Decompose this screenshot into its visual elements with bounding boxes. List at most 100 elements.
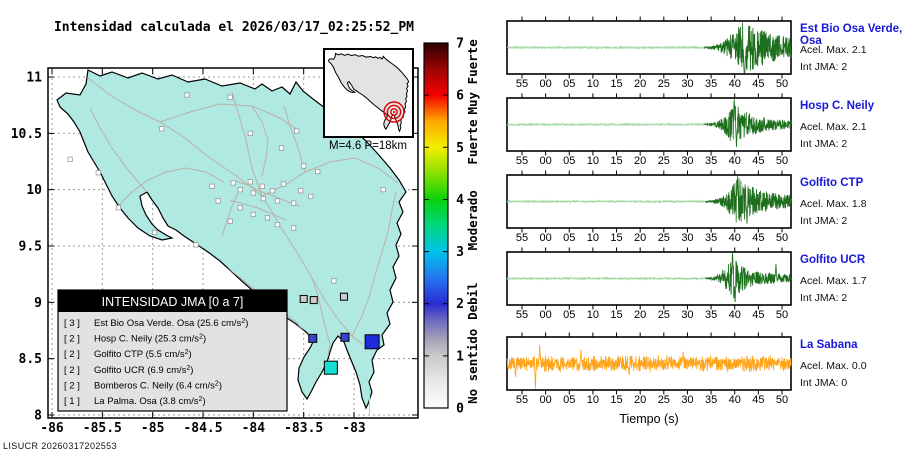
time-axis-label: Tiempo (s) [619,412,679,426]
station-int-jma: Int JMA: 2 [800,61,848,73]
station-acel-max: Acel. Max. 1.8 [800,198,867,210]
seismogram-time-tick: 55 [515,309,529,321]
seismogram-time-tick: 50 [775,232,789,244]
station-marker [291,200,297,206]
waveform-trace [705,176,792,224]
seismogram-time-tick: 35 [704,232,718,244]
seismogram-time-tick: 50 [775,78,789,90]
seismogram-time-tick: 05 [563,155,576,167]
colorbar-category: Fuerte [465,119,480,165]
seismogram-time-tick: 15 [610,155,623,167]
seismogram-time-tick: 40 [728,155,741,167]
seismogram-time-tick: 25 [657,309,670,321]
x-tick-label: -83 [342,421,365,436]
seismogram-time-tick: 45 [752,394,765,406]
triggered-station-square [364,334,380,350]
station-marker [227,94,233,100]
seismogram-time-tick: 20 [634,232,647,244]
station-name: La Sabana [800,339,858,351]
seismogram-time-tick: 35 [704,309,718,321]
seismogram-time-tick: 30 [681,309,694,321]
seismogram-time-tick: 10 [586,309,600,321]
epicenter-icon [383,101,405,123]
seismogram-time-tick: 10 [586,394,600,406]
x-tick-label: -84.5 [183,421,222,436]
x-tick-label: -83.5 [284,421,323,436]
legend-title: INTENSIDAD JMA [0 a 7] [102,295,244,309]
seismogram-time-tick: 25 [657,232,670,244]
seismogram-3 [506,170,792,233]
legend-item: [ 2 ] Golfito UCR (6.9 cm/s2) [64,365,193,376]
seismogram-time-tick: 20 [634,78,647,90]
y-tick-label: 8 [34,409,42,424]
intensity-map: -86 -85.5 -85 -84.5 -84 -83.5 -8388.599.51010.… [11,36,480,436]
station-name: Golfito UCR [800,254,866,266]
triggered-station-square [340,332,350,342]
seismogram-time-tick: 45 [752,309,765,321]
station-acel-max: Acel. Max. 2.1 [800,44,867,56]
waveform-trace [705,253,792,303]
seismogram-time-tick: 30 [681,394,694,406]
station-acel-max: Acel. Max. 1.7 [800,275,867,287]
waveform-quiet [506,122,705,127]
seismogram-time-tick: 45 [752,155,765,167]
station-marker [250,211,256,218]
colorbar-number: 7 [456,36,464,51]
y-tick-label: 10.5 [11,127,42,142]
station-marker [291,225,297,231]
seismogram-time-tick: 55 [515,78,529,90]
station-marker [209,183,215,189]
seismogram-time-tick: 05 [563,232,576,244]
triggered-station-square [299,294,308,303]
station-marker [301,163,307,169]
seismogram-time-tick: 55 [515,232,529,244]
station-marker [152,229,158,236]
y-tick-label: 8.5 [19,352,42,367]
colorbar-number: 2 [456,297,464,312]
seismogram-1 [506,16,792,79]
y-tick-label: 9.5 [19,239,42,254]
seismogram-time-tick: 30 [681,78,694,90]
inset-caption: M=4.6 P=18km [329,140,407,152]
seismogram-time-tick: 05 [563,394,576,406]
station-marker [274,221,281,228]
seismogram-time-tick: 40 [728,394,741,406]
seismogram-time-tick: 20 [634,155,647,167]
waveform-quiet [506,45,705,50]
station-marker [315,169,321,175]
colorbar-category: No sentido [465,329,480,404]
triggered-station-square [308,333,318,343]
station-marker [274,198,281,204]
seismogram-time-tick: 55 [515,155,529,167]
station-marker [247,130,253,136]
seismogram-time-tick: 00 [539,232,552,244]
seismogram-time-tick: 25 [657,155,670,167]
colorbar-number: 5 [456,141,464,156]
station-marker [380,187,386,193]
station-marker [247,179,253,185]
station-marker [331,278,337,284]
colorbar-number: 6 [456,89,464,104]
seismogram-time-tick: 35 [704,78,718,90]
seismogram-time-tick: 10 [586,232,600,244]
legend-item: [ 2 ] Golfito CTP (5.5 cm/s2) [64,349,192,360]
seismogram-time-tick: 40 [728,78,741,90]
waveform-trace [704,99,792,148]
x-tick-label: -85.5 [83,421,122,436]
colorbar-number: 0 [456,402,464,417]
seismogram-time-tick: 20 [634,394,647,406]
y-tick-label: 11 [26,70,42,85]
waveform-trace [704,22,792,74]
station-marker [308,193,314,200]
station-marker [269,188,276,194]
legend-item: [ 2 ] Hosp C. Neily (25.3 cm/s2) [64,334,206,345]
costa-rica-landmass [56,69,407,410]
colorbar-category-labels: Muy Fuerte Fuerte Moderado Debil No sentido [465,39,480,404]
legend-item: [ 2 ] Bomberos C. Neily (6.4 cm/s2) [64,380,222,391]
triggered-stations [299,292,380,375]
seismogram-time-tick: 00 [539,394,552,406]
seismogram-time-tick: 35 [704,155,718,167]
station-marker [250,190,256,196]
station-marker [159,126,165,132]
legend-items: [ 3 ] Est Bio Osa Verde. Osa (25.6 cm/s2)… [64,318,248,407]
